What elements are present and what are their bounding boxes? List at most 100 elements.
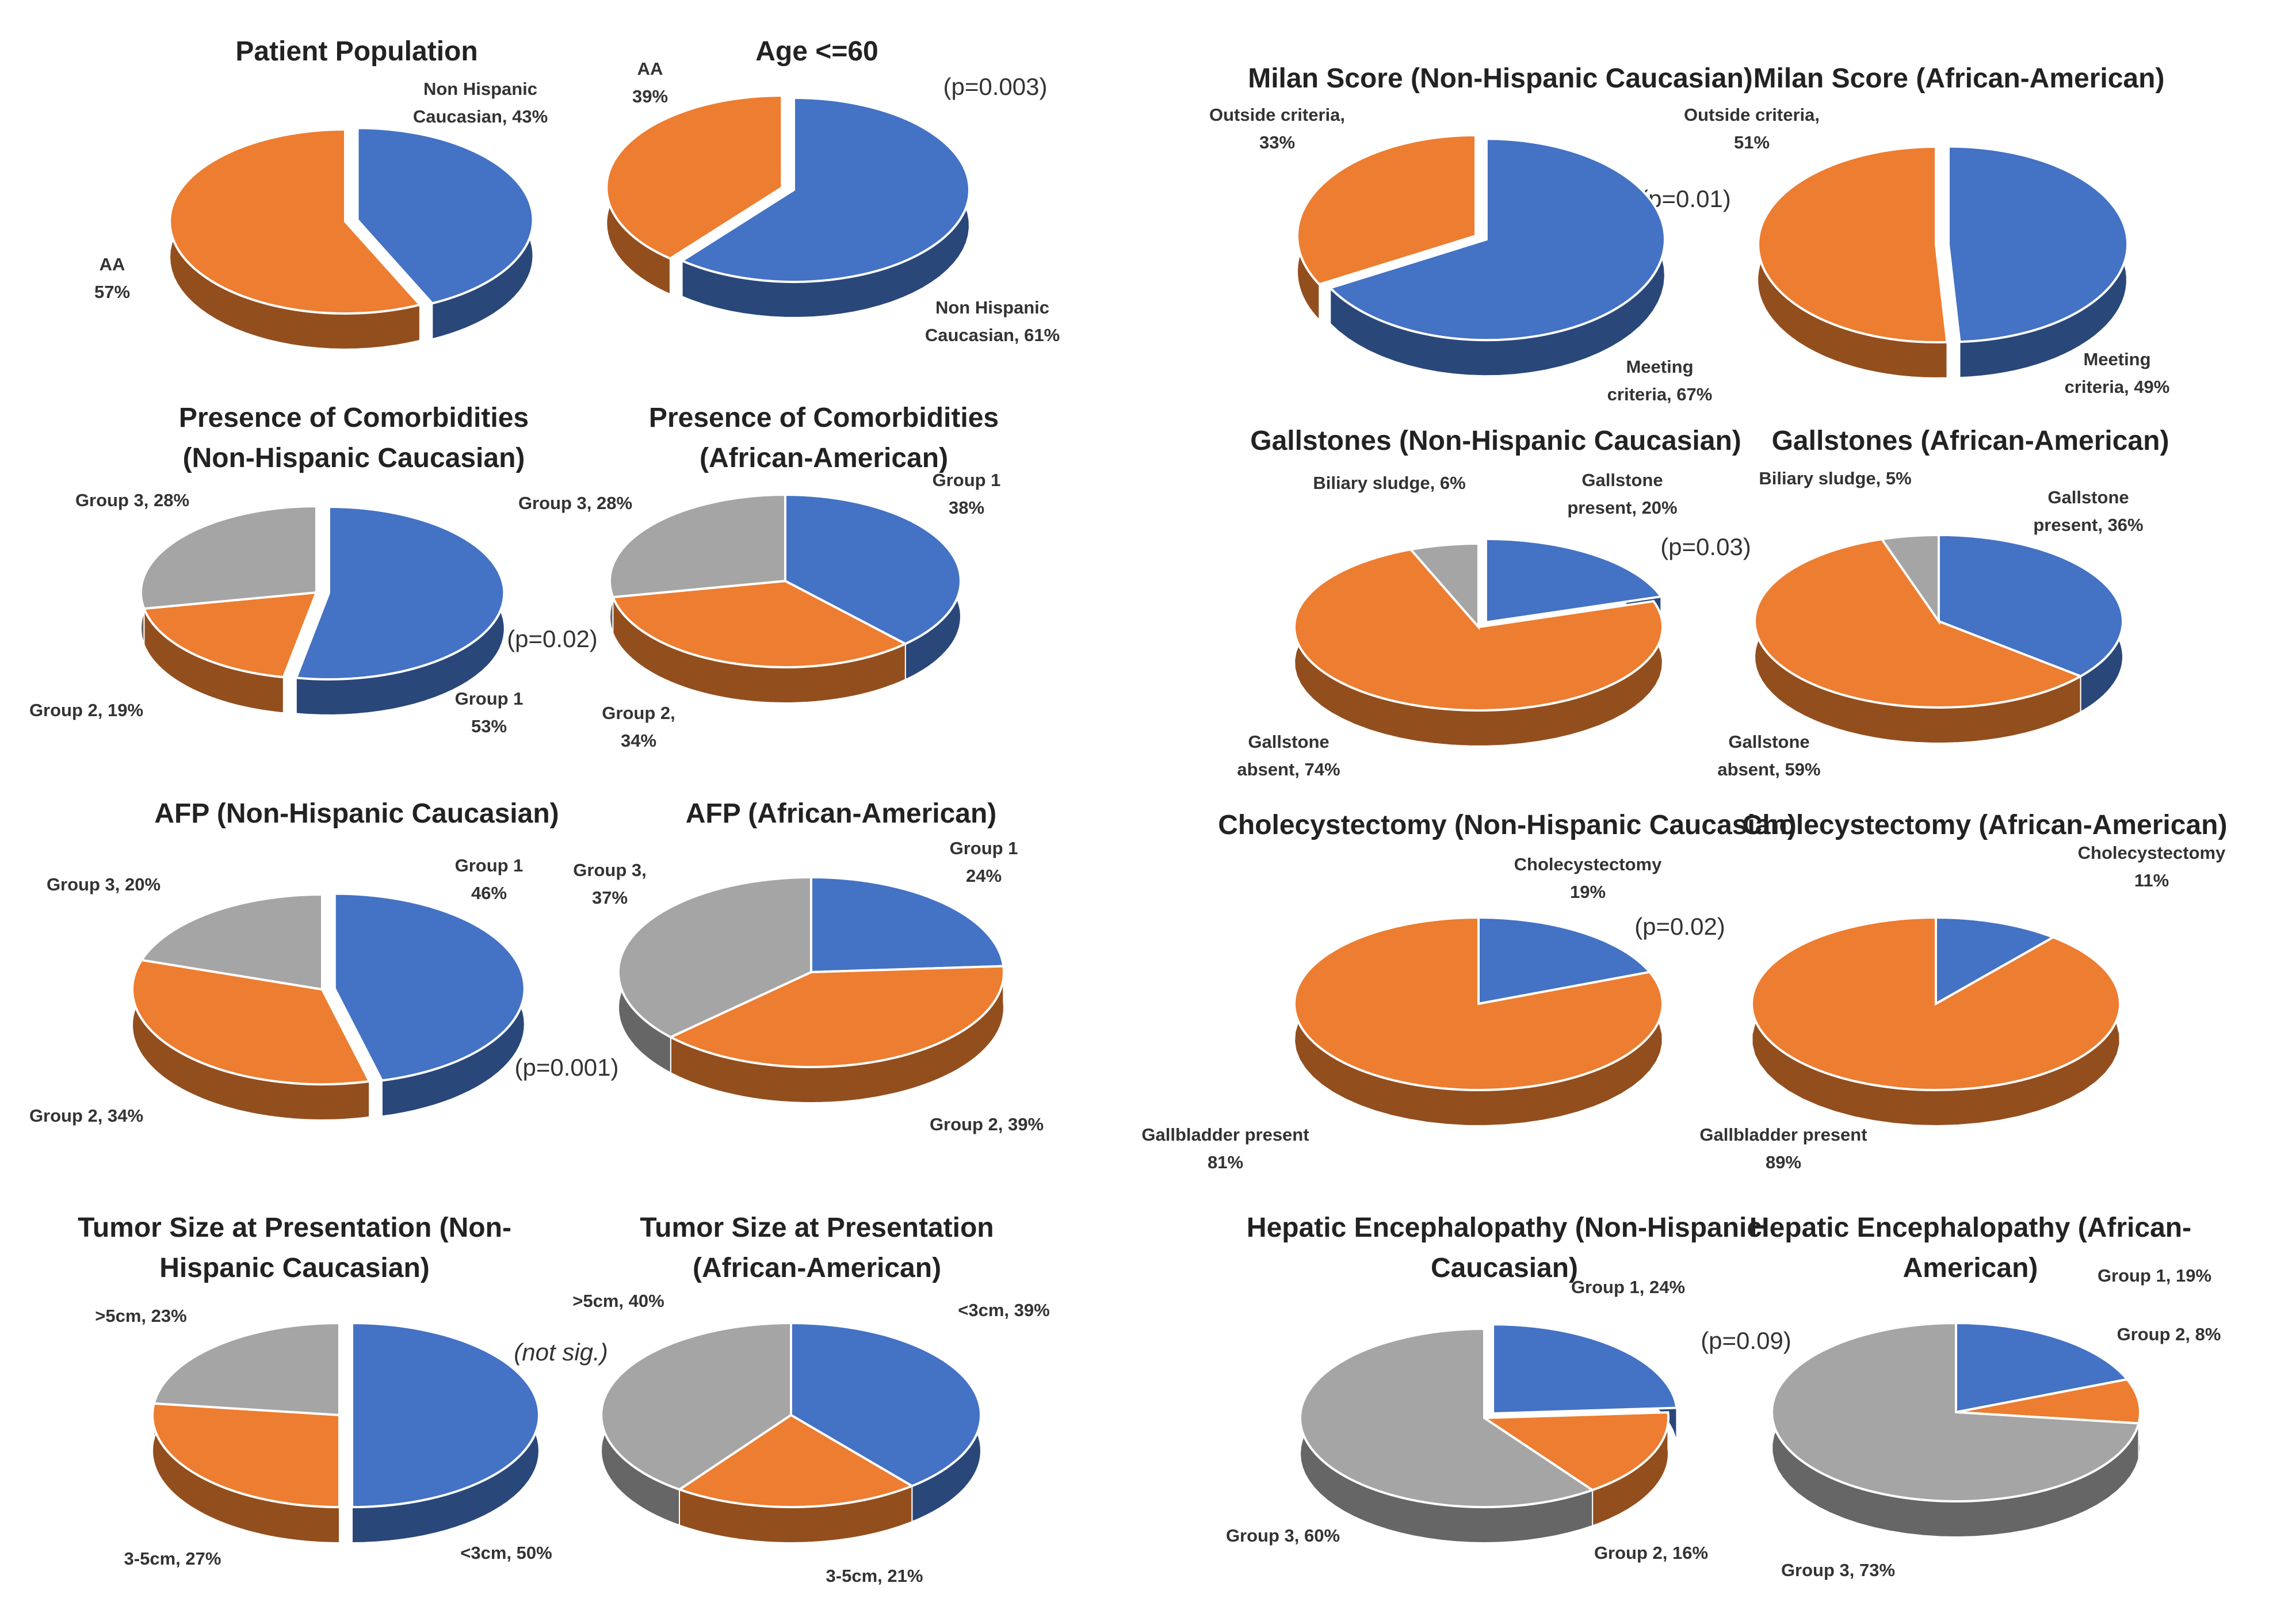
data-label: <3cm, 39%	[958, 1300, 1049, 1320]
data-label: Group 2, 34%	[29, 1106, 143, 1126]
chart-title: Cholecystectomy (Non-Hispanic Caucasian)	[1218, 810, 1797, 840]
data-label: Group 2, 16%	[1594, 1543, 1708, 1563]
pie-chart-10: Milan Score (African-American) Meeting cri…	[1684, 63, 2169, 397]
pie-slice--5cm	[600, 1321, 792, 1491]
p-value: (not sig.)	[514, 1339, 608, 1366]
data-label: Meeting criteria, 67%	[1607, 357, 1713, 404]
pie-slice-group-2	[1955, 1378, 2141, 1425]
data-label: 3-5cm, 27%	[124, 1549, 221, 1569]
data-label: AA 57%	[94, 254, 130, 302]
chart-title: Presence of Comorbidities (African-Americ…	[649, 403, 999, 473]
pie-chart-1: Patient Population Non Hispanic Caucasian,…	[94, 36, 548, 350]
pie-chart-2: Age <=60 (p=0.003) Non Hispanic Caucasian, …	[605, 36, 1060, 345]
pie-slice--3cm	[351, 1321, 540, 1509]
pie-slice-group-1	[810, 875, 1005, 974]
pie-chart-14: Cholecystectomy (African-American)Cholec…	[1699, 810, 2227, 1172]
pie-chart-15: Hepatic Encephalopathy (Non-Hispanic Cauc…	[1226, 1213, 1791, 1563]
chart-title: Milan Score (Non-Hispanic Caucasian)	[1248, 63, 1753, 94]
data-label: Group 3, 28%	[75, 490, 189, 510]
pie-chart-16: Hepatic Encephalopathy (African-American…	[1749, 1213, 2221, 1580]
pie-slice-outside-criteria	[1296, 133, 1477, 286]
pie-slice-3-5cm	[151, 1402, 341, 1509]
data-label: Gallbladder present 89%	[1699, 1125, 1867, 1172]
pie-slice-cholecystectomy	[1935, 916, 2056, 1006]
pie-slice-group-2	[142, 591, 319, 679]
chart-title: Age <=60	[755, 36, 878, 67]
data-label: AA 39%	[632, 59, 668, 106]
data-label: Group 1 53%	[455, 689, 524, 736]
data-label: Group 3, 60%	[1226, 1525, 1340, 1546]
pie-slice-group-2	[1480, 1411, 1670, 1492]
pie-slice-group-2	[131, 958, 372, 1085]
pie-slice-gallstone-absent	[1753, 538, 2084, 709]
pie-chart-6: AFP (African-American) Group 1 24% Group 2,…	[573, 798, 1044, 1134]
chart-title: AFP (African-American)	[686, 798, 997, 829]
pie-slice-gallbladder-present	[1293, 916, 1664, 1091]
data-label: <3cm, 50%	[460, 1543, 552, 1563]
data-label: Cholecystectomy 11%	[2078, 843, 2226, 890]
data-label: Non Hispanic Caucasian, 61%	[925, 297, 1060, 345]
data-label: Group 3, 20%	[47, 874, 161, 894]
data-label: Outside criteria, 51%	[1684, 105, 1820, 152]
pie-slice-cholecystectomy	[1477, 916, 1652, 1005]
pie-slice-aa	[605, 94, 784, 260]
data-label: Group 2, 19%	[29, 700, 143, 720]
pie-slice-group-3	[1299, 1327, 1595, 1508]
data-label: Meeting criteria, 49%	[2065, 349, 2170, 397]
data-label: Gallstone present, 36%	[2033, 487, 2143, 535]
pie-chart-8: Tumor Size at Presentation (African-Ameri…	[572, 1213, 1049, 1586]
chart-title: Patient Population	[235, 36, 477, 67]
pie-slice-gallstone-present	[1484, 537, 1663, 624]
pie-chart-3: Presence of Comorbidities (Non-Hispanic C…	[29, 403, 598, 736]
data-label: Group 1, 19%	[2098, 1265, 2211, 1286]
pie-chart-12: Gallstones (African-American) Gallstone pr…	[1717, 426, 2169, 779]
p-value: (p=0.09)	[1701, 1327, 1791, 1354]
data-label: Group 3, 28%	[518, 493, 632, 513]
pie-chart-5: AFP (Non-Hispanic Caucasian) (p=0.001) Gro…	[29, 798, 619, 1126]
data-label: Group 1, 24%	[1571, 1277, 1685, 1297]
data-label: Gallstone absent, 74%	[1237, 732, 1340, 779]
pie-slice-biliary-sludge	[1408, 542, 1480, 630]
pie-slice-meeting-criteria	[1947, 145, 2129, 343]
data-label: >5cm, 40%	[572, 1291, 664, 1311]
data-label: Gallstone present, 20%	[1567, 470, 1677, 518]
pie-slice-group-1	[1955, 1321, 2130, 1414]
pie-chart-13: Cholecystectomy (Non-Hispanic Caucasian)…	[1141, 810, 1796, 1172]
pie-slice-meeting-criteria	[1328, 137, 1666, 342]
pie-slice--5cm	[152, 1321, 341, 1417]
pie-chart-4: Presence of Comorbidities (African-Americ…	[518, 403, 1000, 751]
data-label: Biliary sludge, 6%	[1313, 473, 1465, 493]
data-label: 3-5cm, 21%	[826, 1566, 923, 1586]
chart-title: Presence of Comorbidities (Non-Hispanic C…	[179, 403, 529, 473]
data-label: Non Hispanic Caucasian, 43%	[413, 79, 548, 127]
data-label: Biliary sludge, 5%	[1759, 468, 1911, 488]
p-value: (p=0.001)	[515, 1054, 619, 1081]
pie-slice-3-5cm	[677, 1413, 915, 1508]
chart-title: Hepatic Encephalopathy (African-American…	[1749, 1213, 2191, 1283]
pie-slice-group-3	[140, 504, 318, 610]
pie-slice-gallstone-absent	[1293, 548, 1664, 712]
data-label: Group 3, 37%	[573, 860, 646, 908]
pie-slice-gallstone-present	[1938, 533, 2125, 678]
pie-slice-group-3	[609, 493, 786, 599]
chart-title: AFP (Non-Hispanic Caucasian)	[154, 798, 559, 829]
pie-slice-group-1	[784, 493, 962, 645]
data-label: Group 2, 39%	[930, 1114, 1044, 1134]
p-value: (p=0.02)	[1634, 913, 1725, 940]
p-value: (p=0.03)	[1660, 533, 1751, 560]
pie-slice-group-3	[617, 875, 812, 1039]
chart-title: Tumor Size at Presentation (African-Ameri…	[640, 1213, 994, 1283]
data-label: Gallstone absent, 59%	[1717, 732, 1820, 779]
chart-title: Cholecystectomy (African-American)	[1743, 810, 2228, 840]
p-value: (p=0.02)	[507, 625, 598, 652]
data-label: Group 3, 73%	[1781, 1560, 1895, 1580]
pie-slice-group-2	[611, 579, 908, 668]
data-label: Outside criteria, 33%	[1209, 105, 1345, 152]
data-label: Group 1 24%	[950, 838, 1018, 886]
data-label: Group 2, 34%	[602, 703, 675, 751]
pie-chart-11: Gallstones (Non-Hispanic Caucasian) (p=0.…	[1237, 426, 1751, 779]
chart-title: Milan Score (African-American)	[1753, 63, 2165, 94]
pie-slice--3cm	[790, 1321, 982, 1488]
pie-slice-aa	[169, 128, 422, 315]
